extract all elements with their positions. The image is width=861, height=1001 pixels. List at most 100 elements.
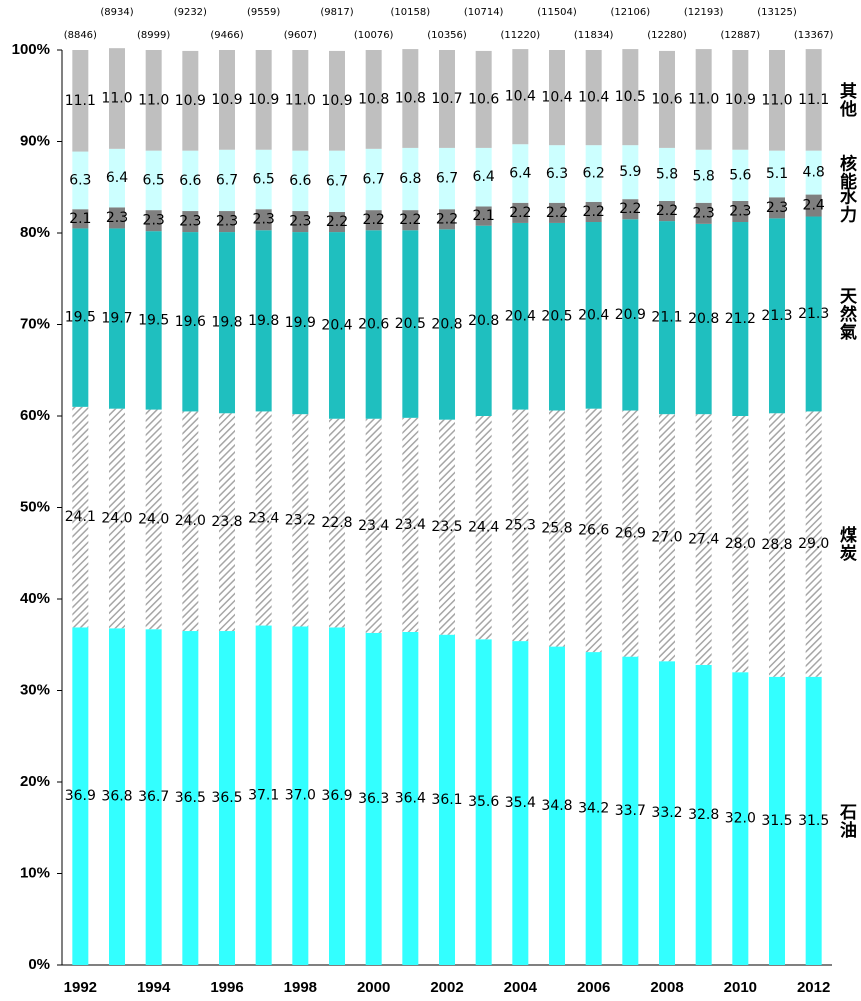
bar-segment (769, 150, 785, 198)
bar-segment (72, 627, 89, 965)
value-label: 19.9 (285, 315, 316, 331)
x-tick-label: 2010 (724, 979, 757, 996)
bar-segment (659, 414, 675, 662)
bar-segment (329, 232, 345, 419)
bar-segment (219, 413, 235, 632)
value-label: 19.5 (65, 310, 96, 326)
total-label: (12280) (647, 30, 687, 41)
value-label: 36.5 (211, 790, 242, 806)
bar-segment (329, 50, 345, 151)
value-label: 6.5 (143, 172, 165, 188)
value-label: 19.8 (248, 313, 279, 329)
bar-segment (292, 50, 309, 151)
bar-segment (512, 49, 529, 145)
bar-segment (622, 219, 639, 411)
bar-segment (549, 202, 565, 223)
value-label: 23.4 (248, 510, 279, 526)
value-label: 29.0 (798, 536, 829, 552)
bar-segment (402, 230, 419, 418)
bar-segment (512, 144, 529, 203)
value-label: 10.9 (321, 93, 352, 109)
value-label: 21.3 (761, 308, 792, 324)
bar-segment (622, 199, 639, 220)
value-label: 10.6 (651, 91, 682, 107)
value-label: 10.9 (175, 93, 206, 109)
value-label: 11.0 (138, 92, 169, 108)
value-label: 27.4 (688, 532, 719, 548)
total-label: (10356) (427, 30, 467, 41)
value-label: 37.1 (248, 787, 279, 803)
bar-segment (365, 210, 382, 231)
bar-segment (732, 222, 749, 416)
bar-segment (365, 148, 382, 211)
value-label: 10.6 (468, 91, 499, 107)
legend-label: 石油 (836, 803, 858, 839)
value-label: 22.8 (321, 515, 352, 531)
bar-segment (732, 672, 749, 965)
bar-segment (219, 50, 235, 150)
value-label: 36.8 (101, 789, 132, 805)
y-tick-label: 70% (20, 315, 50, 332)
value-label: 5.8 (693, 168, 715, 184)
value-label: 2.1 (69, 211, 91, 227)
value-label: 31.5 (761, 813, 792, 829)
bar-segment (402, 49, 419, 148)
bar-segment (475, 416, 492, 640)
value-label: 20.8 (688, 311, 719, 327)
bar-segment (329, 211, 345, 233)
value-label: 6.4 (106, 170, 128, 186)
bar-segment (402, 631, 419, 965)
x-tick-label: 1998 (284, 979, 317, 996)
bar-segment (182, 50, 199, 151)
bar-segment (585, 201, 602, 223)
value-label: 2.3 (179, 214, 201, 230)
bar-segment (512, 222, 529, 410)
bar-segment (805, 150, 822, 195)
value-label: 10.5 (615, 89, 646, 105)
bar-segment (622, 49, 639, 146)
bar-segment (292, 150, 309, 212)
value-label: 23.5 (431, 519, 462, 535)
total-label: (10076) (354, 30, 394, 41)
bar-segment (439, 229, 455, 420)
value-label: 11.1 (798, 92, 829, 108)
value-label: 10.9 (725, 92, 756, 108)
total-label: (13367) (794, 30, 834, 41)
value-label: 2.3 (216, 214, 238, 230)
bar-segment (255, 411, 272, 626)
total-label: (11834) (574, 30, 614, 41)
total-label: (9607) (284, 30, 317, 41)
legend-label: 核能 (836, 154, 857, 191)
value-label: 19.5 (138, 312, 169, 328)
bar-segment (182, 631, 199, 965)
y-tick-label: 20% (20, 773, 50, 790)
value-label: 5.8 (656, 166, 678, 182)
bar-segment (695, 202, 712, 224)
bar-segment (182, 411, 199, 632)
y-tick-label: 50% (20, 498, 50, 515)
value-label: 27.0 (651, 530, 682, 546)
bar-segment (585, 50, 602, 146)
value-label: 36.7 (138, 789, 169, 805)
bar-segment (145, 150, 162, 211)
value-label: 20.9 (615, 307, 646, 323)
value-label: 10.9 (211, 92, 242, 108)
bar-segment (145, 409, 162, 630)
value-label: 20.4 (578, 307, 609, 323)
bar-segment (402, 147, 419, 211)
value-label: 26.9 (615, 526, 646, 542)
x-tick-label: 2008 (650, 979, 683, 996)
y-tick-label: 90% (20, 132, 50, 149)
total-label: (9466) (210, 30, 243, 41)
bar-segment (732, 200, 749, 223)
y-tick-label: 40% (20, 590, 50, 607)
bar-segment (439, 634, 455, 965)
value-label: 10.4 (578, 90, 609, 106)
value-label: 36.9 (321, 788, 352, 804)
bar-segment (72, 406, 89, 628)
bar-segment (695, 49, 712, 150)
value-label: 26.6 (578, 522, 609, 538)
total-label: (12193) (684, 7, 724, 18)
value-label: 23.8 (211, 514, 242, 530)
value-label: 24.0 (175, 513, 206, 529)
